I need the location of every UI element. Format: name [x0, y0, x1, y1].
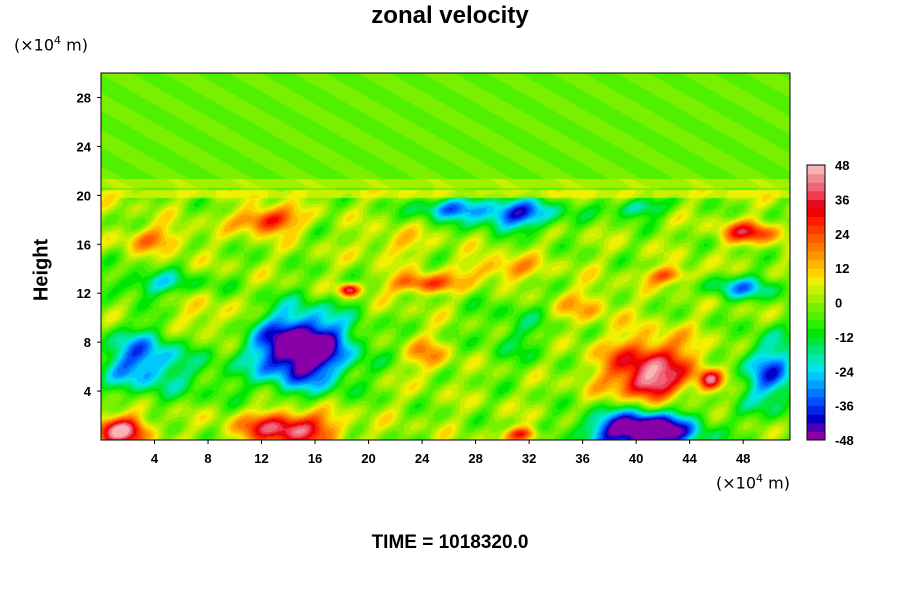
colorbar-tick-label: 48 [835, 158, 849, 173]
colorbar-swatch [807, 388, 825, 398]
colorbar-swatch [807, 199, 825, 209]
y-tick-label: 16 [77, 237, 91, 252]
colorbar-swatch [807, 319, 825, 329]
x-tick-label: 32 [522, 451, 536, 466]
y-tick-label: 12 [77, 286, 91, 301]
x-tick-label: 24 [415, 451, 430, 466]
y-tick-label: 24 [77, 139, 92, 154]
colorbar-swatch [807, 379, 825, 389]
colorbar-swatch [807, 362, 825, 372]
colorbar-swatch [807, 268, 825, 278]
x-tick-label: 40 [629, 451, 643, 466]
colorbar-swatch [807, 173, 825, 183]
y-tick-label: 28 [77, 90, 91, 105]
x-tick-label: 20 [361, 451, 375, 466]
time-footer: TIME = 1018320.0 [371, 532, 529, 553]
colorbar-swatch [807, 405, 825, 415]
colorbar-swatch [807, 293, 825, 303]
colorbar-swatch [807, 354, 825, 364]
colorbar-swatch [807, 397, 825, 407]
x-axis-ticks: 4 8 12 16 20 24 28 32 36 40 44 48 [151, 440, 750, 466]
colorbar-tick-label: 0 [835, 296, 842, 311]
colorbar-swatch [807, 345, 825, 355]
colorbar-tick-label: -12 [835, 330, 854, 345]
colorbar-swatch [807, 422, 825, 432]
velocity-field [101, 73, 790, 440]
colorbar-tick-label: 36 [835, 192, 849, 207]
x-tick-label: 8 [204, 451, 211, 466]
y-axis-ticks: 4 8 12 16 20 24 28 [77, 90, 101, 399]
colorbar-swatch [807, 276, 825, 286]
colorbar-swatch [807, 371, 825, 381]
x-tick-label: 16 [308, 451, 322, 466]
plot-frame [100, 72, 791, 441]
colorbar-swatch [807, 225, 825, 235]
colorbar-swatch [807, 328, 825, 338]
plot-area [100, 72, 791, 441]
colorbar-tick-label: -36 [835, 399, 854, 414]
colorbar-swatch [807, 216, 825, 226]
x-tick-label: 4 [151, 451, 159, 466]
colorbar: 48 36 24 12 0 -12 -24 -36 -48 [806, 158, 855, 448]
x-tick-label: 36 [575, 451, 589, 466]
x-tick-label: 28 [468, 451, 482, 466]
colorbar-swatch [807, 165, 825, 175]
colorbar-swatch [807, 182, 825, 192]
colorbar-swatch [807, 190, 825, 200]
x-tick-label: 12 [254, 451, 268, 466]
colorbar-tick-label: -24 [835, 364, 855, 379]
x-tick-label: 44 [682, 451, 697, 466]
y-axis-unit-label: (×104 m) [14, 34, 88, 55]
colorbar-swatch [807, 259, 825, 269]
x-axis-unit-label: (×104 m) [716, 472, 790, 493]
colorbar-swatch [807, 311, 825, 321]
colorbar-swatch [807, 250, 825, 261]
y-tick-label: 4 [84, 384, 92, 399]
colorbar-tick-label: -48 [835, 433, 854, 448]
x-tick-label: 48 [736, 451, 750, 466]
y-tick-label: 8 [84, 335, 91, 350]
colorbar-frame [806, 164, 826, 441]
colorbar-swatch [807, 431, 825, 441]
colorbar-tick-label: 24 [835, 227, 850, 242]
colorbar-swatch [807, 233, 825, 243]
colorbar-swatch [807, 336, 825, 346]
chart-title: zonal velocity [371, 2, 529, 29]
colorbar-swatch [807, 414, 825, 424]
colorbar-swatch [807, 302, 825, 312]
colorbar-swatch [807, 285, 825, 295]
colorbar-tick-label: 12 [835, 261, 849, 276]
y-tick-label: 20 [77, 188, 91, 203]
colorbar-swatch [807, 242, 825, 252]
colorbar-swatch [807, 207, 825, 218]
